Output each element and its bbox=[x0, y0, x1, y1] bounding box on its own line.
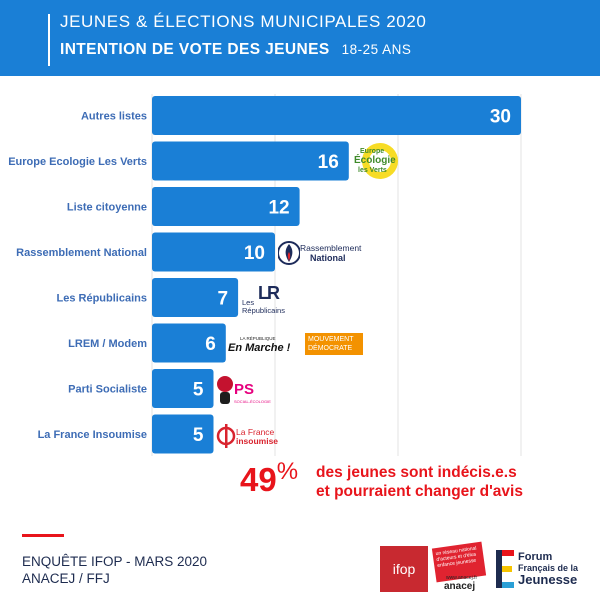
footer-accent-bar bbox=[22, 534, 64, 537]
value-label: 16 bbox=[318, 152, 339, 173]
eelv-logo: Europe Écologie les Verts bbox=[346, 140, 414, 182]
ffj-logo-line3: Jeunesse bbox=[518, 572, 578, 587]
ifop-logo: ifop bbox=[380, 546, 428, 592]
category-label: LREM / Modem bbox=[68, 338, 147, 350]
undecided-text-line1: des jeunes sont indécis.e.s bbox=[316, 464, 517, 481]
bar bbox=[152, 232, 275, 272]
anacej-logo-name: anacej bbox=[444, 581, 476, 592]
ps-logo-name: PS bbox=[234, 381, 255, 398]
anacej-logo-url: www.anacej.fr bbox=[446, 575, 478, 581]
lrem-logo-name: En Marche ! bbox=[228, 342, 291, 354]
value-label: 10 bbox=[244, 243, 265, 264]
eelv-logo-line3: les Verts bbox=[358, 167, 387, 174]
header-title: JEUNES & ÉLECTIONS MUNICIPALES 2020 bbox=[60, 12, 427, 31]
anacej-logo: un réseau national d'acteurs et d'élus e… bbox=[431, 541, 488, 593]
lfi-logo-line1: La France bbox=[236, 427, 275, 437]
lr-logo-mark: LR bbox=[258, 283, 280, 303]
lfi-logo: La France insoumise bbox=[216, 423, 296, 449]
undecided-text: des jeunes sont indécis.e.s et pourraien… bbox=[316, 463, 523, 501]
header-subtitle: INTENTION DE VOTE DES JEUNES 18-25 ANS bbox=[60, 41, 411, 59]
footer-source: ENQUÊTE IFOP - MARS 2020 ANACEJ / FFJ bbox=[22, 553, 207, 587]
undecided-number: 49 bbox=[240, 461, 277, 498]
bar bbox=[152, 187, 300, 226]
undecided-text-line2: et pourraient changer d'avis bbox=[316, 483, 523, 500]
lr-logo-line1: Les bbox=[242, 298, 255, 307]
lrem-logo: LA RÉPUBLIQUE En Marche ! bbox=[228, 336, 304, 356]
ps-logo-sub: SOCIAL-ÉCOLOGIE bbox=[234, 399, 271, 404]
modem-logo-line1: MOUVEMENT bbox=[308, 336, 354, 343]
rn-logo: Rassemblement National bbox=[278, 238, 378, 268]
category-label: Parti Socialiste bbox=[68, 384, 147, 396]
category-label: Autres listes bbox=[81, 111, 147, 123]
ps-logo: PS SOCIAL-ÉCOLOGIE bbox=[214, 375, 271, 409]
header-subtitle-text: INTENTION DE VOTE DES JEUNES bbox=[60, 41, 330, 58]
bar bbox=[152, 278, 239, 317]
header-age-range: 18-25 ANS bbox=[341, 42, 412, 57]
value-label: 30 bbox=[490, 107, 511, 128]
lrem-logo-small: LA RÉPUBLIQUE bbox=[240, 336, 276, 341]
ffj-logo-line2: Français de la bbox=[518, 563, 579, 573]
header-divider bbox=[48, 14, 50, 66]
ffj-mark-icon bbox=[496, 550, 514, 588]
bar bbox=[152, 323, 226, 363]
category-label: Les Républicains bbox=[57, 293, 147, 305]
value-label: 5 bbox=[193, 380, 204, 401]
category-label: La France Insoumise bbox=[38, 429, 147, 441]
flame-icon bbox=[278, 241, 300, 265]
bar bbox=[152, 369, 214, 408]
ffj-logo: Forum Français de la Jeunesse bbox=[496, 548, 596, 592]
chart-category-labels: Autres listes Europe Ecologie Les Verts Li… bbox=[8, 111, 147, 442]
category-label: Rassemblement National bbox=[16, 247, 147, 259]
lr-logo: LR Les Républicains bbox=[240, 283, 306, 317]
eelv-logo-line2: Écologie bbox=[354, 155, 396, 166]
bar bbox=[152, 96, 521, 135]
bar bbox=[152, 414, 214, 454]
lr-logo-line2: Républicains bbox=[242, 306, 285, 315]
eelv-logo-line1: Europe bbox=[360, 148, 385, 155]
header-banner: JEUNES & ÉLECTIONS MUNICIPALES 2020 INTE… bbox=[0, 0, 600, 76]
bar bbox=[152, 141, 349, 181]
vote-intention-chart: Autres listes Europe Ecologie Les Verts Li… bbox=[8, 94, 522, 456]
value-label: 5 bbox=[193, 425, 204, 446]
percent-sign: % bbox=[276, 458, 299, 485]
ffj-logo-line1: Forum bbox=[518, 551, 553, 563]
footer-line2: ANACEJ / FFJ bbox=[22, 571, 110, 586]
category-label: Europe Ecologie Les Verts bbox=[8, 156, 147, 168]
value-label: 12 bbox=[268, 198, 289, 219]
rn-logo-line1: Rassemblement bbox=[300, 243, 362, 253]
category-label: Liste citoyenne bbox=[67, 202, 147, 214]
rn-logo-line2: National bbox=[310, 253, 346, 263]
undecided-percentage: 49% bbox=[240, 458, 298, 499]
modem-logo-line2: DÉMOCRATE bbox=[308, 345, 353, 352]
phi-icon bbox=[216, 424, 236, 448]
value-label: 7 bbox=[218, 289, 229, 310]
value-label: 6 bbox=[205, 334, 216, 355]
chart-bars bbox=[152, 96, 521, 454]
rose-fist-icon bbox=[217, 376, 233, 404]
modem-logo: MOUVEMENT DÉMOCRATE bbox=[305, 333, 363, 355]
sunflower-icon bbox=[362, 143, 398, 179]
lfi-logo-line2: insoumise bbox=[236, 436, 279, 446]
footer-line1: ENQUÊTE IFOP - MARS 2020 bbox=[22, 554, 208, 569]
ffj-logo-text: Forum Français de la Jeunesse bbox=[518, 551, 579, 587]
chart-value-labels: 30 16 12 10 7 6 5 5 bbox=[193, 107, 511, 447]
